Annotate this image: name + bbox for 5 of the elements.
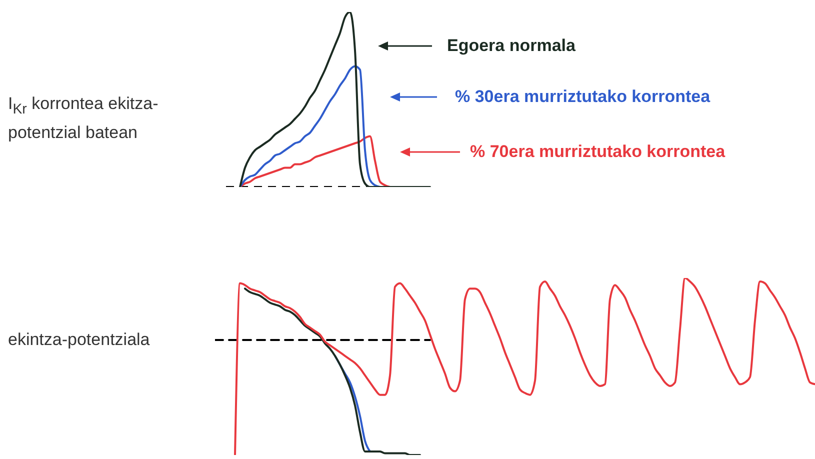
legend-label: Egoera normala xyxy=(447,36,576,55)
legend-label: % 30era murriztutako korrontea xyxy=(455,87,711,106)
legend-label: % 70era murriztutako korrontea xyxy=(470,142,726,161)
y-axis-title: ekintza-potentziala xyxy=(8,329,151,351)
y-axis-title: I$_{Kr}$ korrontea ekitza-potentzial batean xyxy=(8,93,160,144)
